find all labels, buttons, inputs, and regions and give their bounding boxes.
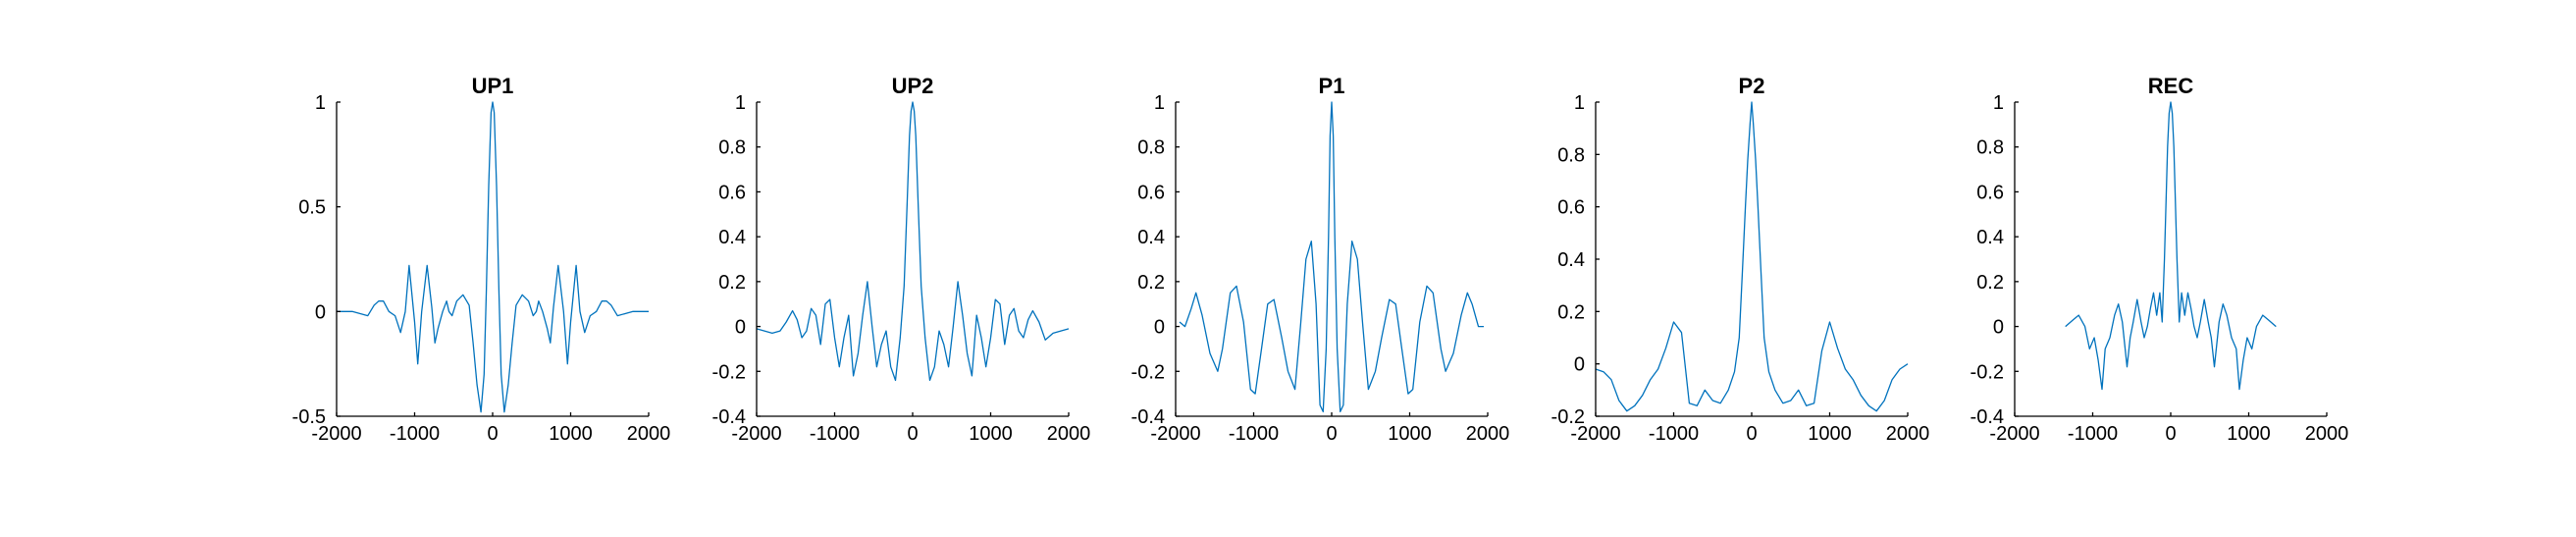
x-tick-label: 1000 [549,423,593,445]
x-tick-label: 0 [907,423,918,445]
chart-title: P2 [1739,74,1765,98]
series-line [2065,101,2277,391]
y-tick-label: 0.2 [718,272,746,294]
series-line [756,101,1070,382]
x-tick-label: -2000 [1989,423,2039,445]
x-tick-label: 0 [1746,423,1757,445]
y-tick-label: -0.2 [712,361,746,383]
y-tick-label: 1 [1993,92,2004,114]
x-tick-label: 2000 [1466,423,1510,445]
series-line [1595,101,1909,412]
x-tick-label: -1000 [1229,423,1279,445]
chart-p1: -2000 -1000 0 1000 2000 -0.4 -0.2 0 0.2 0.4 0.6 0.8… [1131,74,1510,445]
y-tick-label: 1 [315,92,326,114]
x-tick-label: -2000 [731,423,781,445]
y-tick-label: 0.6 [718,182,746,203]
y-tick-label: 0.6 [1137,182,1165,203]
x-tick-label: 2000 [1047,423,1091,445]
series-line [1179,101,1484,413]
chart-title: UP2 [892,74,934,98]
chart-title: P1 [1319,74,1345,98]
x-tick-label: 1000 [2227,423,2271,445]
y-tick-label: 0 [1154,317,1165,339]
y-tick-label: -0.2 [1131,361,1165,383]
chart-title: REC [2148,74,2194,98]
y-tick-label: 0.4 [1137,227,1165,248]
y-tick-label: 0 [735,317,746,339]
y-tick-label: 0.8 [1557,144,1585,166]
x-tick-label: 1000 [969,423,1013,445]
y-tick-label: 0 [1993,317,2004,339]
x-tick-label: 2000 [2305,423,2349,445]
x-tick-label: -1000 [810,423,860,445]
y-tick-label: 0.2 [1137,272,1165,294]
y-tick-label: 0.4 [1976,227,2004,248]
chart-up1: -2000 -1000 0 1000 2000 -0.5 0 0.5 1 UP1 [292,74,671,445]
x-tick-label: -1000 [2068,423,2118,445]
y-tick-label: 0.4 [1557,249,1585,271]
x-tick-label: -2000 [311,423,361,445]
chart-title: UP1 [472,74,514,98]
y-tick-label: -0.2 [1551,406,1585,428]
y-tick-label: 0.8 [718,137,746,159]
y-tick-label: -0.4 [1131,406,1165,428]
y-tick-label: 0.2 [1557,301,1585,323]
chart-up2: -2000 -1000 0 1000 2000 -0.4 -0.2 0 0.2 0.4 0.6 0.8… [712,74,1091,445]
x-tick-label: -2000 [1570,423,1620,445]
y-tick-label: 0.6 [1976,182,2004,203]
chart-p2: -2000 -1000 0 1000 2000 -0.2 0 0.2 0.4 0.6 0.8 1 P2 [1551,74,1930,445]
x-tick-label: 0 [487,423,498,445]
y-tick-label: 0 [1574,354,1585,376]
y-tick-label: 1 [1154,92,1165,114]
y-tick-label: 0.2 [1976,272,2004,294]
x-tick-label: 2000 [1886,423,1930,445]
x-tick-label: -2000 [1150,423,1200,445]
y-tick-label: -0.4 [1971,406,2004,428]
x-tick-label: 2000 [627,423,671,445]
y-tick-label: 0.8 [1137,137,1165,159]
series-line [337,101,649,413]
y-tick-label: 1 [1574,92,1585,114]
y-tick-label: 0.6 [1557,197,1585,219]
y-tick-label: 0.8 [1976,137,2004,159]
x-tick-label: -1000 [1649,423,1699,445]
x-tick-label: 1000 [1808,423,1852,445]
y-tick-label: -0.4 [712,406,746,428]
x-tick-label: -1000 [390,423,440,445]
x-tick-label: 0 [1326,423,1337,445]
y-tick-label: 0 [315,301,326,323]
y-tick-label: -0.2 [1971,361,2004,383]
y-tick-label: 0.5 [298,197,326,219]
x-tick-label: 0 [2165,423,2176,445]
y-tick-label: 1 [735,92,746,114]
y-tick-label: -0.5 [292,406,326,428]
y-tick-label: 0.4 [718,227,746,248]
chart-rec: -2000 -1000 0 1000 2000 -0.4 -0.2 0 0.2 0.4 0.6 0.8… [1971,74,2349,445]
x-tick-label: 1000 [1388,423,1432,445]
